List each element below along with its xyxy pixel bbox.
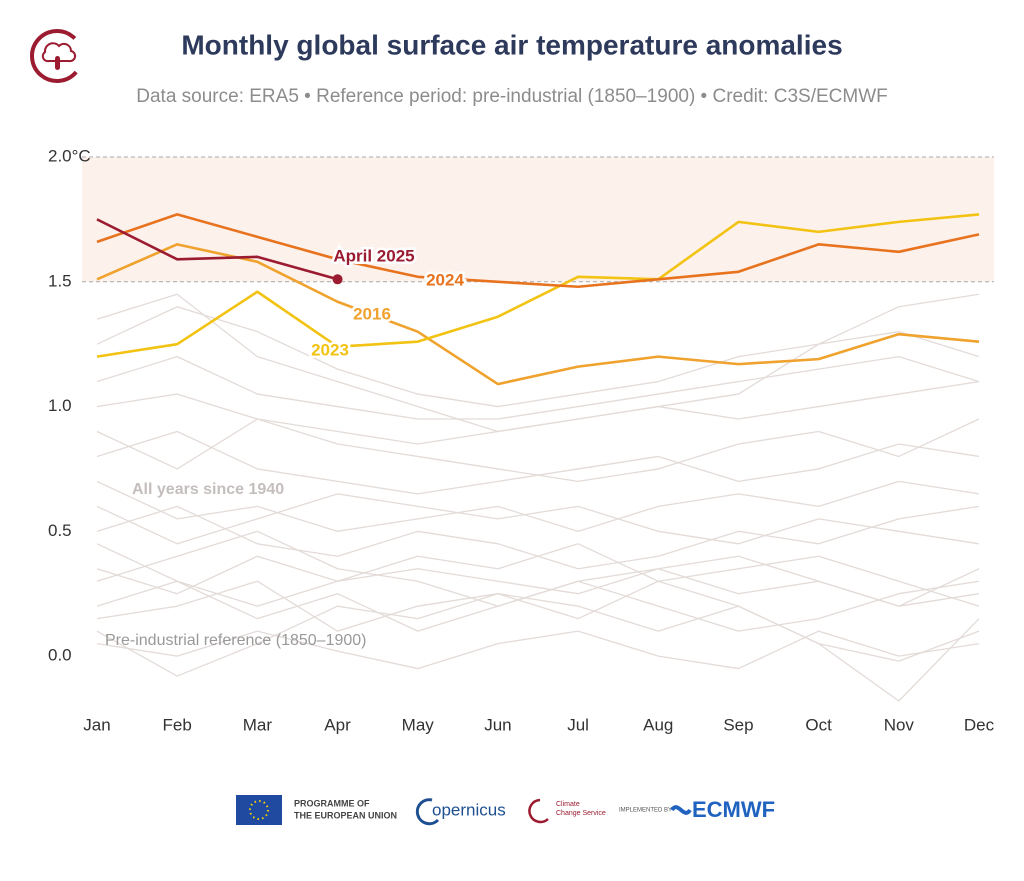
y-tick-label: 1.0: [48, 396, 72, 415]
background-line: [96, 493, 980, 545]
series-label: 2024: [426, 270, 464, 289]
y-tick-label: 0.5: [48, 521, 72, 540]
footer-text: THE EUROPEAN UNION: [294, 810, 397, 820]
series-label: 2023: [311, 340, 349, 359]
x-tick-label: May: [402, 715, 435, 734]
x-tick-label: Jul: [567, 715, 589, 734]
background-line: [96, 505, 980, 570]
x-tick-label: Feb: [163, 715, 192, 734]
background-line: [96, 530, 980, 607]
footer-text: opernicus: [432, 800, 506, 819]
footer: PROGRAMME OF THE EUROPEAN UNION opernicu…: [236, 795, 775, 826]
highlight-band: [82, 157, 994, 282]
background-line: [96, 480, 980, 532]
y-tick-label: 1.5: [48, 271, 72, 290]
logo: [30, 29, 84, 83]
annotation: All years since 1940: [132, 481, 284, 498]
series-label: April 2025: [333, 246, 414, 265]
series-line: [96, 213, 980, 289]
series-line: [96, 243, 980, 386]
background-line: [96, 593, 980, 677]
series-line: [96, 218, 338, 281]
footer-text: IMPLEMENTED BY: [619, 808, 672, 814]
x-tick-label: Oct: [805, 715, 832, 734]
chart-title: Monthly global surface air temperature a…: [181, 29, 842, 60]
x-tick-label: Nov: [884, 715, 915, 734]
eu-flag: [236, 795, 282, 825]
series-line: [96, 213, 980, 358]
annotation: Pre-industrial reference (1850–1900): [105, 632, 366, 649]
x-tick-label: Dec: [964, 715, 995, 734]
footer-text: Change Service: [556, 810, 606, 817]
x-tick-label: Mar: [243, 715, 273, 734]
y-tick-label: 0.0: [48, 646, 72, 665]
background-line: [96, 580, 980, 702]
x-tick-label: Jun: [484, 715, 511, 734]
background-line: [96, 293, 980, 408]
background-line: [96, 555, 980, 607]
series-label: 2016: [353, 304, 391, 323]
footer-text: PROGRAMME OF: [294, 798, 370, 808]
end-marker: [332, 274, 343, 285]
footer-text: Climate: [556, 801, 580, 808]
x-tick-label: Apr: [324, 715, 351, 734]
y-tick-label: 2.0°C: [48, 146, 91, 165]
background-line: [96, 355, 980, 420]
background-line: [96, 418, 980, 483]
background-line: [96, 293, 980, 433]
background-line: [96, 630, 980, 670]
x-tick-label: Jan: [83, 715, 110, 734]
chart-subtitle: Data source: ERA5 • Reference period: pr…: [136, 86, 887, 107]
x-tick-label: Sep: [723, 715, 753, 734]
background-line: [96, 543, 980, 607]
x-tick-label: Aug: [643, 715, 673, 734]
footer-text: ECMWF: [692, 797, 775, 822]
